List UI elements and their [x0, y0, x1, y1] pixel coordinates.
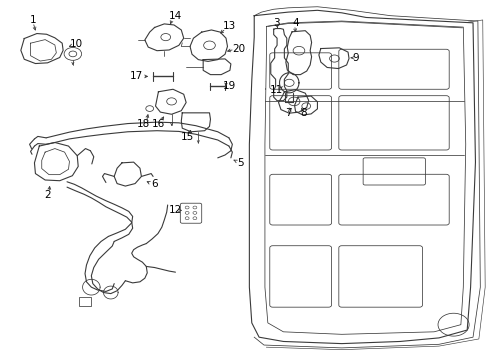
Bar [79, 297, 91, 306]
Text: 17: 17 [130, 71, 143, 81]
Text: 20: 20 [232, 44, 244, 54]
Text: 19: 19 [223, 81, 236, 91]
Text: 7: 7 [285, 108, 291, 118]
Text: 14: 14 [168, 12, 182, 21]
Text: 8: 8 [300, 108, 306, 118]
Text: 6: 6 [151, 179, 158, 189]
Text: 11: 11 [269, 85, 282, 95]
Text: 16: 16 [151, 118, 165, 129]
Text: 12: 12 [168, 205, 182, 215]
Text: 4: 4 [292, 18, 298, 28]
Text: 9: 9 [351, 53, 358, 63]
Text: 5: 5 [237, 158, 244, 168]
Text: 2: 2 [44, 190, 51, 200]
Text: 15: 15 [180, 132, 193, 142]
Text: 1: 1 [30, 15, 36, 25]
Text: 10: 10 [70, 39, 83, 49]
Text: 18: 18 [137, 118, 150, 129]
Text: 3: 3 [272, 18, 279, 28]
Text: 13: 13 [223, 21, 236, 31]
